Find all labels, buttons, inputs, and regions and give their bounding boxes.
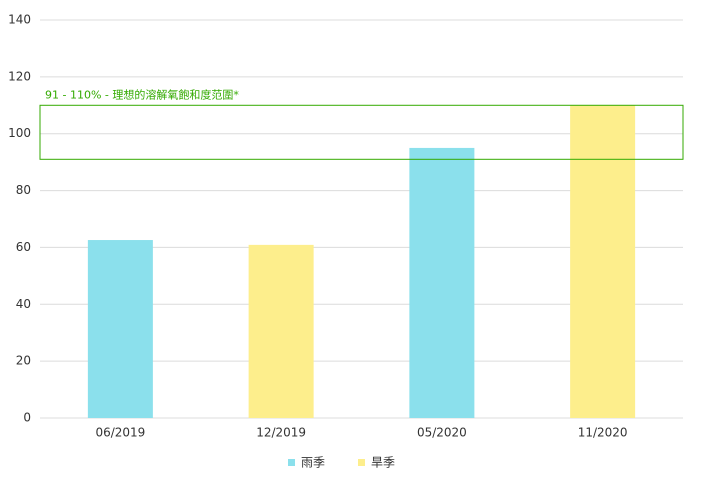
legend-swatch — [288, 459, 295, 466]
y-tick-label: 40 — [16, 297, 31, 311]
bar — [87, 240, 153, 418]
x-tick-label: 11/2020 — [578, 426, 628, 440]
y-tick-label: 60 — [16, 240, 31, 254]
band-label: 91 - 110% - 理想的溶解氧飽和度范圍* — [45, 87, 239, 101]
legend-swatch — [358, 459, 365, 466]
x-tick-label: 06/2019 — [95, 426, 145, 440]
y-tick-label: 120 — [8, 69, 31, 83]
y-tick-label: 140 — [8, 13, 31, 27]
target-band — [39, 104, 684, 160]
y-tick-label: 20 — [16, 354, 31, 368]
x-tick-label: 05/2020 — [417, 426, 467, 440]
legend-label: 旱季 — [371, 456, 395, 470]
bar — [409, 147, 475, 418]
x-tick-label: 12/2019 — [256, 426, 306, 440]
y-tick-label: 80 — [16, 183, 31, 197]
y-tick-label: 100 — [8, 126, 31, 140]
legend-label: 雨季 — [301, 456, 325, 470]
bar — [570, 105, 636, 419]
bar — [248, 244, 314, 418]
y-tick-label: 0 — [23, 411, 31, 425]
